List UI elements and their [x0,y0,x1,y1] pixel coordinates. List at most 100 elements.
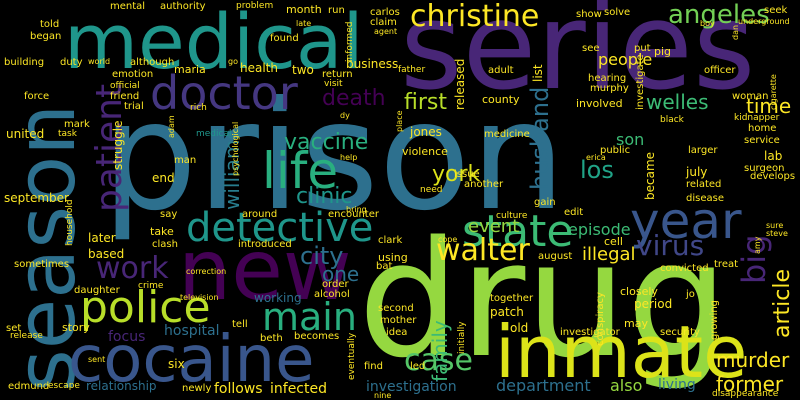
word-hospital: hospital [164,323,220,339]
word-doctor: doctor [150,66,298,120]
word-mother: mother [380,315,417,326]
word-illegal: illegal [582,244,636,265]
word-state: state [462,206,574,257]
word-patch: patch [490,305,524,319]
word-clash: clash [152,239,178,250]
word-life: life [262,142,339,200]
word-maria: maria [174,63,206,76]
word-drug: drug [358,206,729,393]
word-television: television [180,293,219,302]
word-based: based [88,247,125,261]
word-led: led [410,361,426,372]
word-agent: agent [374,27,398,36]
word-black: black [660,115,684,125]
word-death: death [322,86,386,111]
word-boy: boy [700,19,715,28]
word-place: place [395,110,404,132]
word-mark: mark [64,119,90,130]
word-may: may [624,317,648,330]
word-working: working [254,291,302,305]
word-carlos: carlos [370,7,400,18]
word-kidnapper: kidnapper [734,113,780,123]
word-officer: officer [704,65,736,76]
word-beth: beth [260,333,283,344]
word-bat: bat [376,261,393,272]
word-building: building [4,57,45,68]
word-disease: disease [686,193,724,204]
word-murder: murder [716,348,790,372]
word-medicine: medicine [484,129,530,140]
word-virus: virus [636,229,705,262]
word-although: although [130,57,175,68]
word-former: former [716,372,784,396]
word-found: found [270,33,299,44]
word-city: city [300,242,344,270]
word-go: go [228,57,238,66]
word-main: main [262,295,357,339]
word-adult: adult [488,65,514,76]
word-underground: underground [738,17,790,26]
word-newly: newly [182,383,212,394]
word-set: set [6,323,22,334]
word-show: show [576,9,602,20]
word-follows: follows [214,381,263,397]
word-old: old [510,321,529,335]
word-find: find [364,361,383,372]
word-order: order [322,279,349,290]
word-rich: rich [190,103,207,113]
word-larger: larger [688,145,718,156]
word-adam: adam [167,115,176,138]
word-dy: dy [340,111,350,120]
word-series: series [400,0,756,117]
word-relationship: relationship [86,379,157,393]
word-gain: gain [534,197,556,208]
word-people: people [598,50,653,69]
word-husband: husband [526,86,554,190]
word-family: family [428,320,452,382]
word-time: time [746,94,792,118]
word-department: department [496,376,591,395]
word-take: take [150,225,174,238]
word-initially: initially [457,321,467,354]
word-medical-small: medical [196,129,232,139]
word-sure: sure [766,221,784,230]
word-investigator: investigator [560,327,620,338]
word-article: article [770,268,795,338]
word-pig: pig [654,45,672,58]
word-using: using [378,251,408,264]
word-encounter: encounter [328,209,379,220]
word-task: task [58,129,77,139]
word-closely: closely [620,285,658,298]
word-york: york [432,162,481,187]
word-jones: jones [410,125,442,139]
word-one: one [322,262,360,286]
word-force: force [24,91,50,102]
word-conspiracy: conspiracy [595,292,606,346]
word-develops: develops [750,171,796,182]
word-police: police [80,282,211,333]
word-christine: christine [410,0,540,34]
word-escape: escape [48,381,80,391]
word-home: home [748,123,777,134]
word-convicted: convicted [660,263,709,274]
word-official: official [110,81,140,91]
word-service: service [744,135,780,146]
word-growing: growing [709,300,720,340]
word-solve: solve [604,7,631,18]
word-public: public [600,145,631,156]
word-county: county [482,93,520,106]
word-nine: nine [374,391,392,400]
word-later: later [88,231,116,245]
word-erica: erica [586,153,606,162]
word-vaccine: vaccine [284,130,369,155]
word-prison: prison [102,70,566,244]
word-angeles: angeles [668,0,770,30]
word-july: july [686,165,708,179]
word-say: say [160,209,178,220]
word-correction: correction [186,267,227,276]
word-jo: jo [686,289,695,300]
word-hearing: hearing [588,73,627,84]
word-murphy: murphy [590,83,629,94]
word-august: august [538,251,573,262]
